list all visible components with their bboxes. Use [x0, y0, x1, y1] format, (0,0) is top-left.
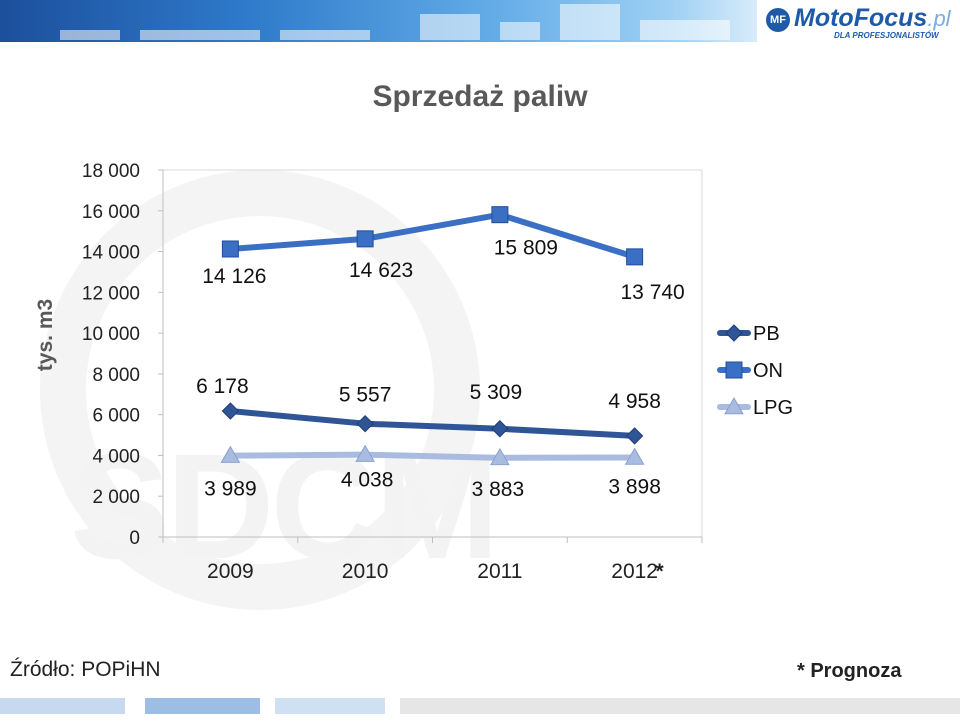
banner-stripe — [560, 4, 620, 40]
data-label-lpg: 3 883 — [472, 478, 525, 501]
chart-axes: 0 2 000 4 000 6 000 8 000 10 000 12 000 14 000 1… — [34, 161, 703, 583]
data-label-on: 13 740 — [621, 281, 685, 304]
y-tick-label: 10 000 — [82, 324, 140, 345]
bottom-stripe — [400, 698, 960, 714]
logo: MotoFocus.pl — [794, 4, 951, 33]
x-tick-label: 2009 — [207, 560, 254, 583]
data-point-pb — [221, 402, 240, 420]
series-line-lpg — [227, 451, 638, 461]
y-tick-label: 16 000 — [82, 202, 140, 223]
bottom-stripe — [0, 698, 125, 714]
logo-name: MotoFocus — [794, 4, 928, 32]
x-tick-label: 2011 — [477, 560, 522, 583]
logo-icon: MF — [766, 8, 790, 32]
y-tick-label: 18 000 — [82, 161, 140, 182]
y-tick-label: 14 000 — [82, 243, 140, 264]
chart-title: Sprzedaż paliw — [372, 80, 588, 113]
banner-stripe — [60, 30, 120, 40]
data-point-pb — [491, 420, 509, 438]
data-point-on — [356, 230, 374, 248]
y-tick-label: 4 000 — [92, 446, 140, 467]
logo-ext: .pl — [927, 6, 951, 31]
legend-marker-on — [725, 361, 743, 379]
banner-stripe — [640, 20, 730, 40]
y-axis-title: tys. m3 — [34, 299, 57, 371]
data-point-pb — [356, 414, 374, 433]
data-point-pb — [625, 427, 644, 445]
data-label-on: 14 623 — [349, 259, 413, 282]
legend-marker-lpg — [724, 396, 744, 415]
legend-label-lpg: LPG — [753, 397, 793, 419]
series-line-on — [227, 211, 638, 260]
bottom-stripe — [145, 698, 260, 714]
logo-tagline: DLA PROFESJONALISTÓW — [834, 31, 939, 40]
chart-legend: PB ON LPG — [717, 323, 793, 419]
y-tick-label: 2 000 — [92, 487, 140, 508]
legend-label-on: ON — [753, 360, 783, 382]
source-note: Źródło: POPiHN — [10, 658, 161, 681]
data-point-on — [491, 206, 509, 224]
data-label-lpg: 4 038 — [341, 469, 394, 492]
banner-stripe — [140, 30, 260, 40]
bottom-banner — [0, 698, 960, 714]
logo-area — [757, 0, 960, 42]
data-label-pb: 5 309 — [470, 381, 523, 404]
data-label-pb: 5 557 — [339, 384, 392, 407]
banner-stripe — [280, 30, 370, 40]
data-point-lpg — [220, 445, 241, 463]
legend-marker-pb — [725, 324, 743, 342]
series-line-pb — [227, 408, 638, 439]
y-tick-label: 0 — [129, 528, 140, 549]
forecast-note: * Prognoza — [797, 660, 902, 682]
data-label-lpg: 3 898 — [608, 476, 661, 499]
data-point-lpg — [490, 447, 510, 466]
data-point-on — [221, 240, 239, 258]
y-tick-label: 6 000 — [92, 406, 140, 427]
data-label-lpg: 3 989 — [204, 478, 257, 501]
x-tick-label: 2012 — [611, 560, 658, 583]
data-point-lpg — [355, 444, 375, 462]
legend-label-pb: PB — [753, 323, 780, 345]
data-point-lpg — [624, 447, 645, 465]
forecast-asterisk: * — [656, 560, 665, 583]
data-label-pb: 4 958 — [608, 390, 661, 413]
watermark-text: SDCM — [70, 422, 500, 590]
data-label-on: 14 126 — [202, 265, 266, 288]
chart-data-labels: 6 178 5 557 5 309 4 958 14 126 14 623 15 809 13… — [196, 237, 685, 501]
data-label-pb: 6 178 — [196, 375, 249, 398]
chart-series — [220, 206, 645, 466]
banner-stripe — [500, 22, 540, 40]
data-label-on: 15 809 — [494, 237, 558, 260]
data-point-on — [626, 248, 644, 266]
bottom-stripe — [275, 698, 385, 714]
y-tick-label: 8 000 — [92, 365, 140, 386]
banner-stripe — [420, 14, 480, 40]
x-tick-label: 2010 — [342, 560, 389, 583]
y-tick-label: 12 000 — [82, 283, 140, 304]
